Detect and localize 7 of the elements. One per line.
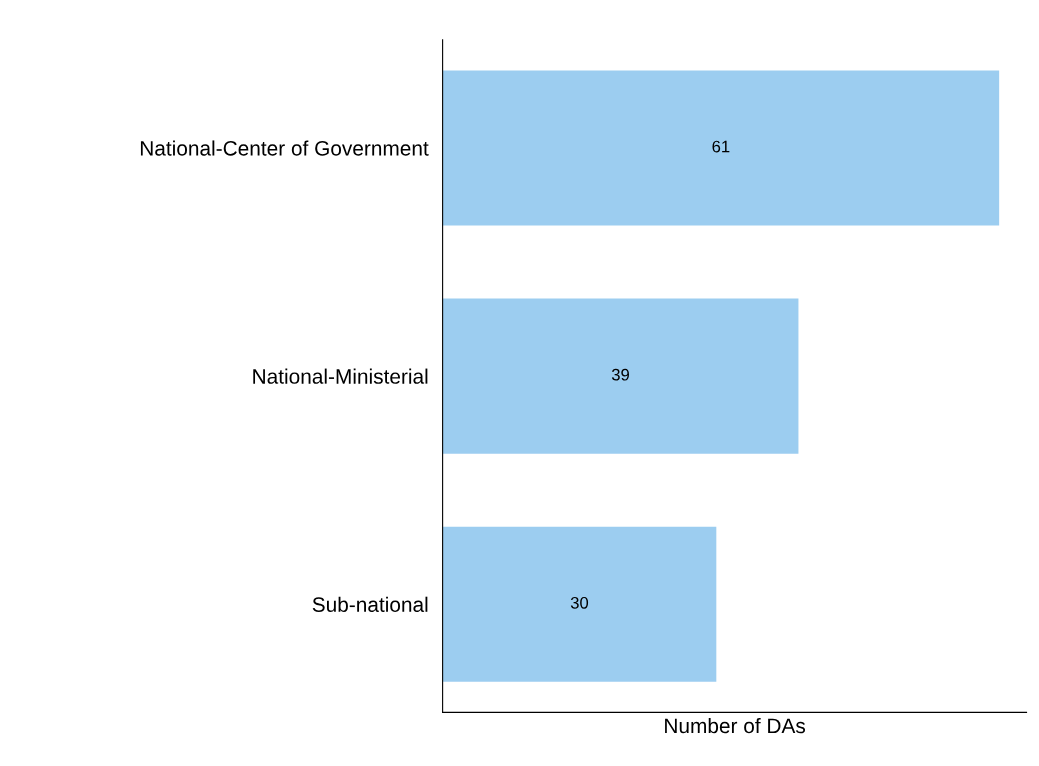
- data-label: 39: [611, 368, 630, 381]
- data-label: 61: [712, 140, 730, 153]
- y-tick-label: National-Ministerial: [253, 368, 428, 384]
- y-tick-label: National-Center of Government: [140, 140, 429, 156]
- data-label: 30: [570, 596, 589, 609]
- y-tick-label: Sub-national: [312, 596, 428, 612]
- x-axis-title: Number of DAs: [665, 717, 806, 734]
